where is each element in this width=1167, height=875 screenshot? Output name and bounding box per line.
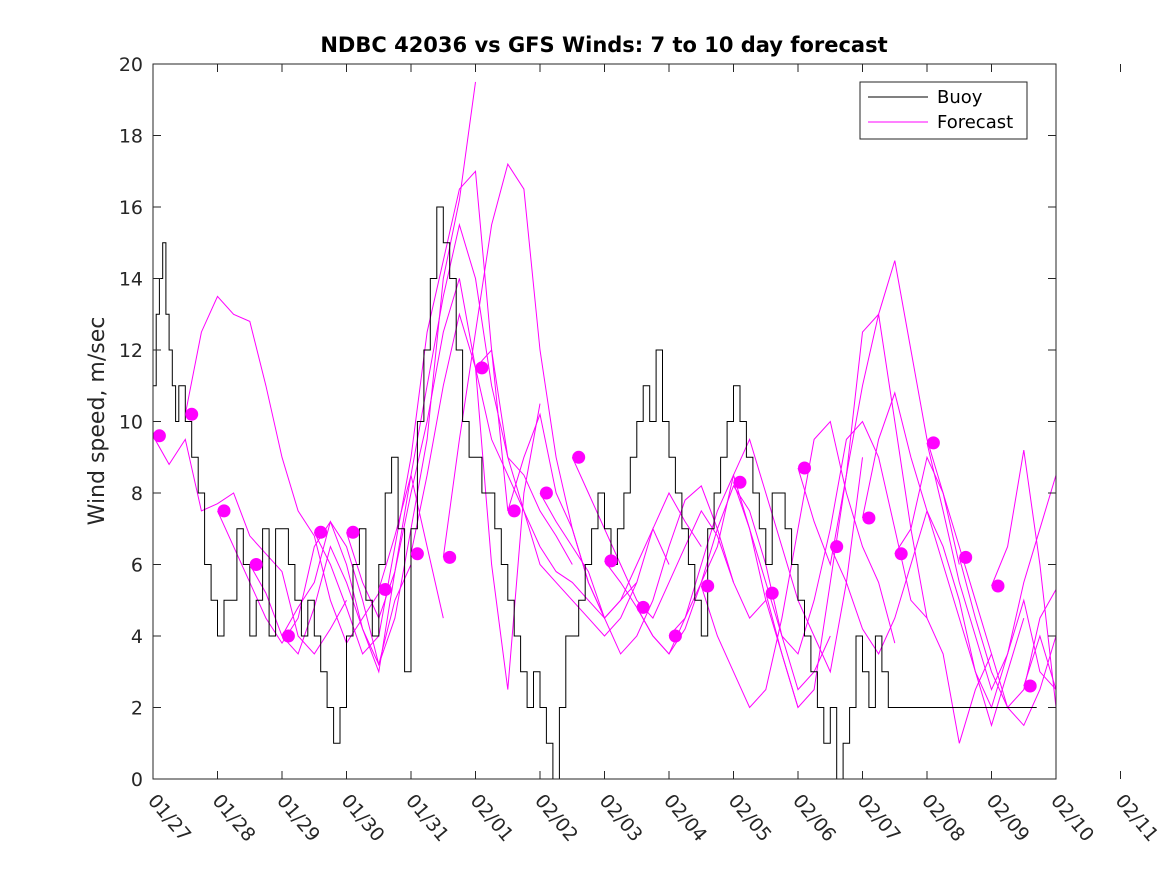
forecast-line <box>281 81 476 667</box>
legend-buoy-label: Buoy <box>937 87 983 108</box>
y-tick-label: 6 <box>131 555 143 577</box>
forecast-line <box>797 313 992 744</box>
forecast-marker <box>636 600 650 614</box>
forecast-line <box>862 391 1056 709</box>
forecast-line <box>153 435 347 655</box>
forecast-marker <box>830 540 844 554</box>
forecast-line <box>733 420 928 655</box>
forecast-line <box>894 455 1056 709</box>
forecast-line <box>765 260 960 709</box>
forecast-marker <box>798 461 811 475</box>
forecast-marker <box>281 629 295 643</box>
y-tick-label: 16 <box>119 197 143 219</box>
forecast-line <box>1023 634 1056 690</box>
y-tick-label: 2 <box>131 698 143 720</box>
forecast-line <box>313 170 509 655</box>
forecast-marker <box>926 436 940 450</box>
forecast-line <box>475 348 670 637</box>
forecast-marker <box>152 429 166 443</box>
y-tick-label: 4 <box>131 626 143 648</box>
forecast-marker <box>217 504 231 518</box>
plot-background <box>153 64 1056 779</box>
forecast-marker <box>991 579 1005 593</box>
forecast-marker <box>507 504 521 518</box>
forecast-marker <box>378 583 392 596</box>
forecast-marker <box>604 554 618 568</box>
forecast-line <box>636 484 831 691</box>
forecast-marker <box>539 486 553 500</box>
forecast-marker <box>249 558 263 571</box>
y-tick-label: 18 <box>119 126 143 148</box>
forecast-line <box>991 450 1056 708</box>
forecast-marker <box>668 629 682 643</box>
legend: Buoy Forecast <box>859 81 1028 140</box>
forecast-line <box>410 312 605 619</box>
forecast-marker <box>959 550 973 564</box>
forecast-line <box>378 222 573 590</box>
buoy-line-group <box>153 206 1037 779</box>
y-axis-ticks: 0 2 4 6 8 10 12 14 16 18 20 <box>119 54 1056 791</box>
forecast-line <box>539 485 734 655</box>
forecast-marker <box>443 550 457 564</box>
forecast-marker <box>346 525 360 539</box>
forecast-line <box>668 437 863 674</box>
legend-box <box>859 81 1028 140</box>
y-tick-label: 10 <box>119 412 143 434</box>
forecast-line <box>926 442 1056 692</box>
forecast-marker <box>572 450 586 464</box>
forecast-marker <box>765 586 779 600</box>
y-tick-label: 8 <box>131 483 143 505</box>
forecast-line <box>700 420 896 709</box>
forecast-marker <box>185 407 199 421</box>
forecast-marker <box>410 547 424 561</box>
y-tick-label: 14 <box>119 269 143 291</box>
forecast-marker <box>733 475 747 489</box>
y-tick-label: 20 <box>119 54 143 76</box>
forecast-marker <box>1023 679 1037 693</box>
legend-forecast-label: Forecast <box>937 112 1013 133</box>
forecast-marker <box>894 547 908 561</box>
forecast-marker <box>475 361 489 375</box>
forecast-marker <box>314 525 328 539</box>
y-tick-label: 12 <box>119 340 143 362</box>
plot-area <box>152 64 1056 779</box>
y-tick-label: 0 <box>131 769 143 791</box>
forecast-marker <box>862 511 876 525</box>
forecast-marker <box>701 579 715 593</box>
y-axis-label: Wind speed, m/sec <box>85 317 110 526</box>
chart-title: NDBC 42036 vs GFS Winds: 7 to 10 day for… <box>320 33 887 57</box>
forecast-markers <box>152 361 1037 693</box>
buoy-line <box>153 206 1037 779</box>
